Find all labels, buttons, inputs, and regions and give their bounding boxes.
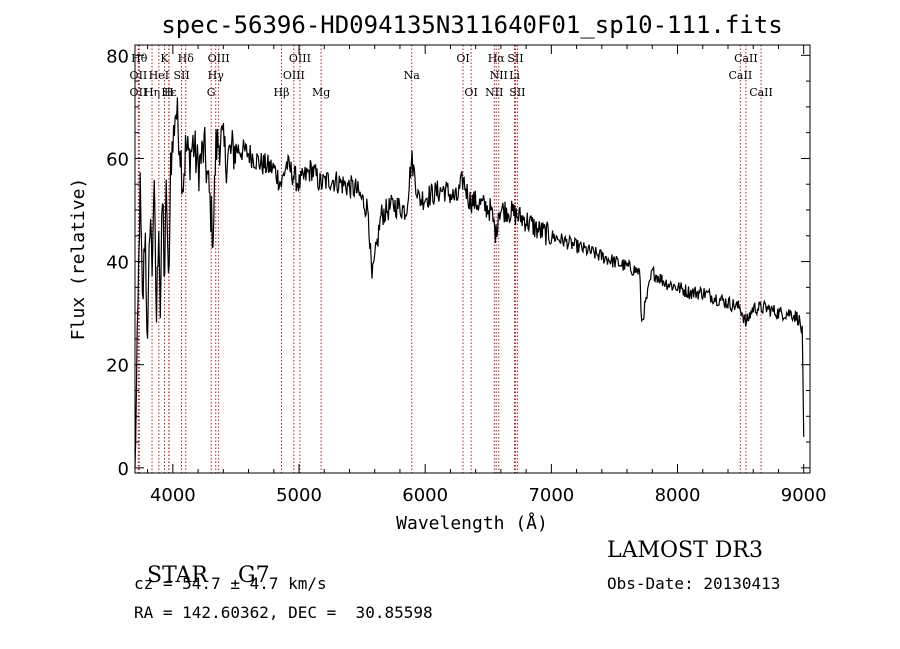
x-axis-label: Wavelength (Å)	[396, 512, 548, 534]
line-label: Hβ	[274, 86, 290, 99]
x-tick-label: 6000	[402, 485, 448, 506]
line-label: Li	[509, 69, 520, 82]
y-tick-label: 0	[118, 459, 129, 480]
line-label: OII	[130, 86, 148, 99]
y-tick-label: 40	[106, 253, 129, 274]
line-label: Hα	[488, 52, 506, 65]
y-tick-label: 60	[106, 149, 129, 170]
line-label: OI	[456, 52, 469, 65]
line-label: OI	[464, 86, 477, 99]
class-label: STAR	[147, 563, 208, 588]
line-label: Hθ	[131, 52, 148, 65]
x-tick-label: 9000	[781, 485, 827, 506]
x-tick-label: 5000	[276, 485, 322, 506]
line-label: OII	[130, 69, 148, 82]
plot-frame	[134, 44, 811, 474]
line-label: HeI	[149, 69, 169, 82]
spectrum-line	[134, 97, 805, 468]
line-label: NII	[485, 86, 503, 99]
line-label: G	[207, 86, 216, 99]
x-tick-label: 7000	[528, 485, 574, 506]
line-label: OIII	[208, 52, 230, 65]
spectrum-plot: spec-56396-HD094135N311640F01_sp10-111.f…	[68, 11, 827, 534]
line-label: SII	[173, 69, 189, 82]
axis-tick-labels: 4000 5000 6000 7000 8000 9000 0 20 40 60 80	[106, 46, 827, 506]
chart-title: spec-56396-HD094135N311640F01_sp10-111.f…	[161, 11, 782, 39]
obs-date-text: Obs-Date: 20130413	[607, 574, 781, 593]
line-label: SII	[509, 86, 525, 99]
line-label: OIII	[283, 69, 305, 82]
x-tick-label: 4000	[150, 485, 196, 506]
line-label: SII	[507, 52, 523, 65]
line-label: Hδ	[178, 52, 195, 65]
line-label: CaII	[749, 86, 773, 99]
survey-label: LAMOST DR3	[607, 538, 763, 563]
line-label: H	[164, 86, 174, 99]
line-label: CaII	[729, 69, 753, 82]
line-label: Hε	[161, 86, 177, 99]
line-label: CaII	[734, 52, 758, 65]
axis-ticks	[135, 45, 810, 473]
line-label: Na	[404, 69, 421, 82]
redshift-text: cz = 54.7 ± 4.7 km/s	[134, 574, 327, 593]
y-tick-label: 20	[106, 356, 129, 377]
line-markers	[137, 45, 762, 473]
coordinates-text: RA = 142.60362, DEC = 30.85598	[134, 603, 433, 622]
subclass-label: G7	[238, 563, 270, 588]
y-tick-label: 80	[106, 46, 129, 67]
line-label: OIII	[289, 52, 311, 65]
y-axis-label: Flux (relative)	[68, 178, 89, 341]
line-label: Mg	[312, 86, 330, 99]
object-class: STAR G7	[133, 538, 270, 588]
x-tick-label: 8000	[655, 485, 701, 506]
line-label: NII	[490, 69, 508, 82]
line-label: Hη	[144, 86, 160, 99]
line-label: Hγ	[208, 69, 225, 82]
line-label: K	[160, 52, 169, 65]
